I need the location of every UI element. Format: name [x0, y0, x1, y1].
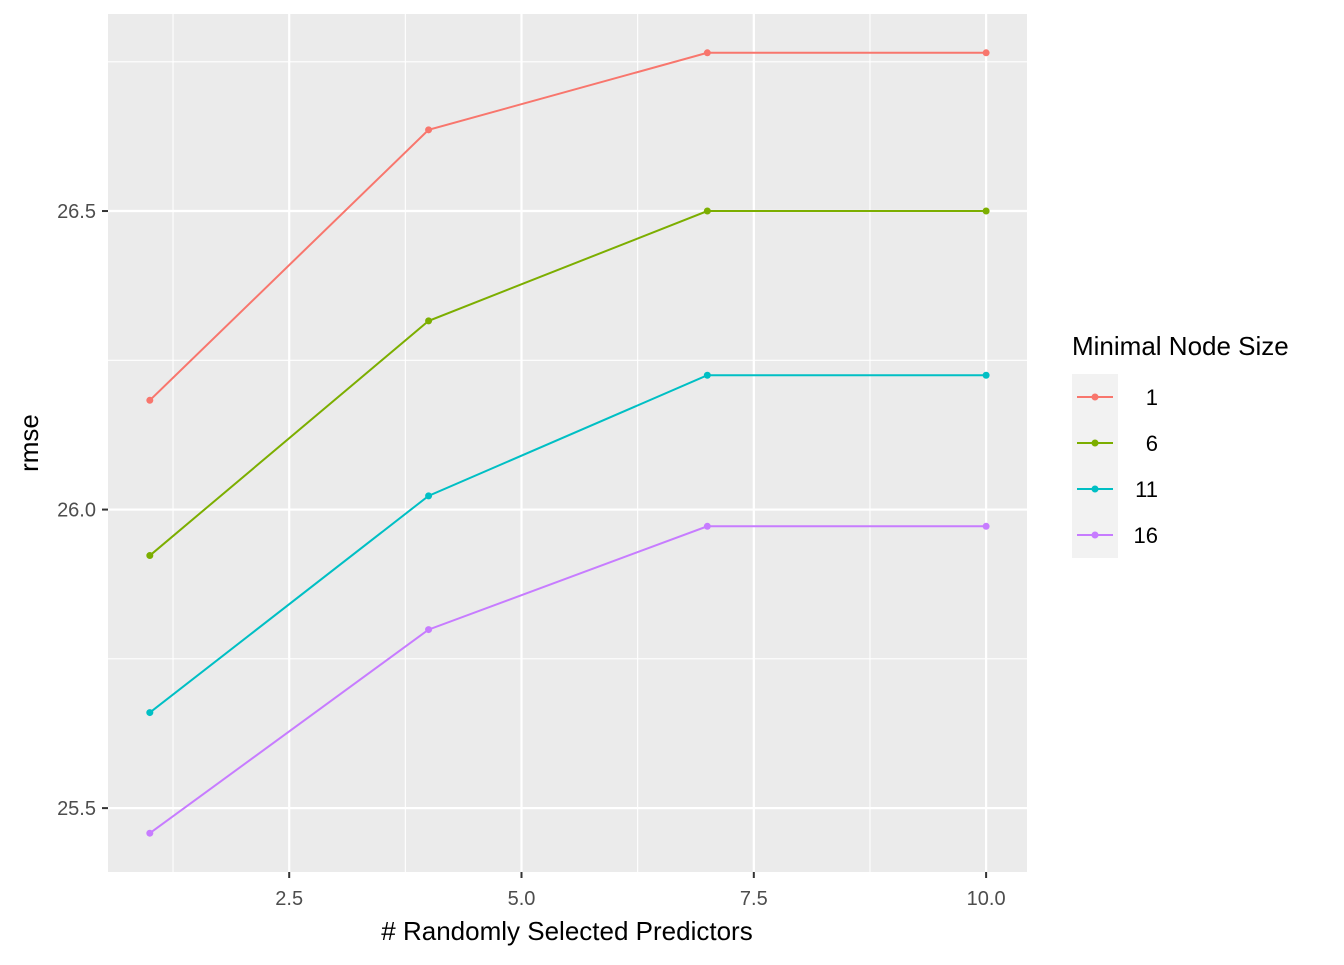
data-point-1: [146, 396, 154, 404]
y-tick-label: 26.5: [57, 201, 96, 223]
series-line-6: [149, 210, 987, 557]
x-axis-label: # Randomly Selected Predictors: [381, 916, 752, 946]
y-axis-label: rmse: [14, 414, 44, 472]
data-point-1: [703, 49, 711, 57]
legend-label: 6: [1146, 431, 1158, 456]
series-line-1: [149, 51, 987, 402]
data-point-6: [425, 317, 433, 325]
series-line-16: [149, 525, 987, 834]
data-point-16: [146, 829, 154, 837]
data-point-1: [982, 49, 990, 57]
y-tick-label: 26.0: [57, 500, 96, 522]
series-line-11: [149, 374, 987, 714]
data-point-11: [982, 371, 990, 379]
legend-label: 11: [1135, 477, 1158, 502]
data-point-6: [146, 552, 154, 560]
data-point-1: [425, 126, 433, 134]
axes: 2.5 5.0 7.5 10.0 25.5 26.0 26.5: [57, 201, 1006, 910]
x-tick-label: 7.5: [740, 888, 768, 910]
data-point-16: [982, 522, 990, 530]
data-point-11: [425, 492, 433, 500]
legend-title: Minimal Node Size: [1072, 331, 1289, 361]
data-point-11: [703, 371, 711, 379]
x-tick-label: 10.0: [967, 888, 1006, 910]
series-group: [146, 49, 990, 837]
data-point-16: [703, 522, 711, 530]
legend-label: 16: [1134, 523, 1158, 548]
legend-key-point-16: [1091, 531, 1099, 539]
data-point-6: [703, 207, 711, 215]
data-point-11: [146, 709, 154, 717]
data-point-6: [982, 207, 990, 215]
y-tick-label: 25.5: [57, 798, 96, 820]
plot-panel: [108, 14, 1027, 872]
legend-key-point-11: [1091, 485, 1099, 493]
legend-label: 1: [1146, 385, 1158, 410]
legend-key-point-1: [1091, 393, 1099, 401]
legend-key-background: [1072, 374, 1118, 558]
data-point-16: [425, 626, 433, 634]
x-tick-label: 5.0: [508, 888, 536, 910]
x-tick-label: 2.5: [275, 888, 303, 910]
legend-key-point-6: [1091, 439, 1099, 447]
